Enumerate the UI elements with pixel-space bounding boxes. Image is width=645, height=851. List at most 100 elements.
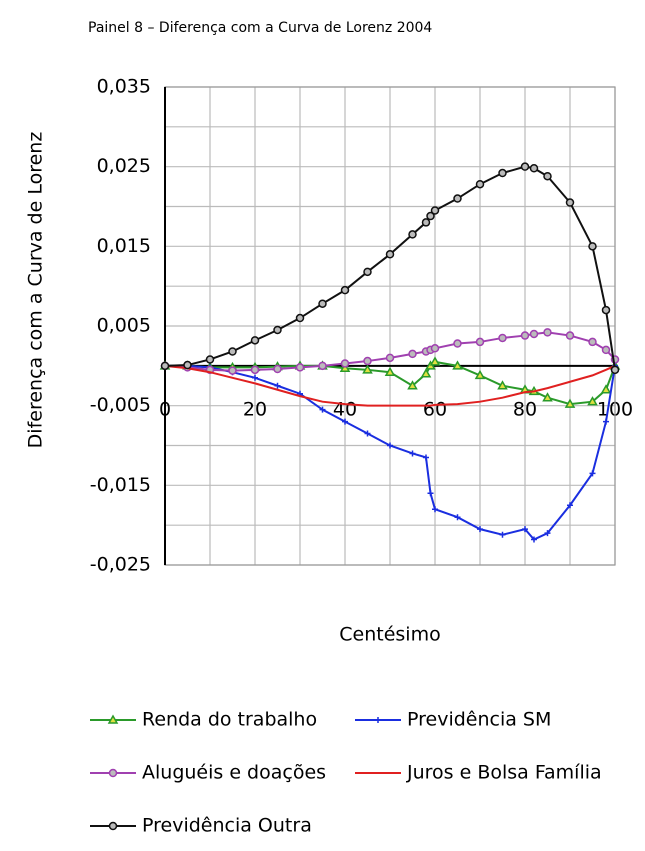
y-tick-label: 0,025 <box>97 155 151 177</box>
y-tick-label: -0,015 <box>90 474 151 496</box>
marker <box>273 325 282 335</box>
marker <box>408 349 417 359</box>
marker <box>453 194 462 203</box>
marker <box>520 162 530 171</box>
x-tick-label: 80 <box>513 398 537 420</box>
marker <box>529 164 539 173</box>
marker <box>542 392 553 402</box>
marker <box>384 366 396 376</box>
marker <box>363 267 372 277</box>
marker <box>340 285 350 295</box>
marker <box>601 345 611 355</box>
marker <box>107 714 119 724</box>
marker <box>531 536 537 543</box>
marker <box>454 514 461 521</box>
marker <box>529 329 539 339</box>
marker <box>250 336 260 345</box>
marker <box>453 339 462 348</box>
legend-label: Previdência Outra <box>142 815 312 837</box>
marker <box>565 198 575 207</box>
marker <box>520 331 530 340</box>
marker <box>587 396 598 406</box>
marker <box>543 328 552 337</box>
marker <box>250 365 260 375</box>
marker <box>567 502 573 509</box>
legend-label: Renda do trabalho <box>142 709 317 731</box>
marker <box>498 168 507 178</box>
legend-label: Aluguéis e doações <box>142 762 326 784</box>
y-tick-label: 0,005 <box>97 315 151 337</box>
y-axis-label: Diferença com a Curva de Lorenz <box>25 132 47 449</box>
marker <box>228 366 237 375</box>
marker <box>295 313 305 323</box>
marker <box>318 299 327 308</box>
marker <box>423 454 429 461</box>
marker <box>363 356 372 366</box>
marker <box>387 442 393 449</box>
marker <box>252 374 258 381</box>
marker <box>475 179 485 189</box>
marker <box>108 768 118 778</box>
marker <box>474 369 486 380</box>
marker <box>429 356 441 366</box>
marker <box>544 530 551 537</box>
marker <box>319 406 326 413</box>
marker <box>430 206 440 215</box>
y-tick-label: 0,035 <box>97 76 151 98</box>
x-axis-label: Centésimo <box>339 624 440 646</box>
marker <box>385 250 395 259</box>
series-line <box>164 364 616 407</box>
marker <box>588 337 597 347</box>
marker <box>589 470 596 477</box>
marker <box>408 230 417 239</box>
chart-title: Painel 8 – Diferença com a Curva de Lore… <box>88 20 432 36</box>
marker <box>475 337 485 347</box>
marker <box>477 526 483 533</box>
x-tick-label: 20 <box>243 398 267 420</box>
marker <box>564 398 576 408</box>
marker <box>340 359 350 368</box>
marker <box>600 384 612 394</box>
marker <box>499 531 506 538</box>
marker <box>420 368 432 378</box>
marker <box>108 821 118 831</box>
marker <box>407 380 418 390</box>
marker <box>497 380 508 390</box>
y-tick-label: -0,005 <box>90 394 151 416</box>
marker <box>409 450 416 457</box>
marker <box>385 353 395 363</box>
marker <box>588 242 597 251</box>
marker <box>318 361 327 371</box>
marker <box>339 362 351 372</box>
marker <box>430 344 440 353</box>
marker <box>342 418 348 425</box>
legend-label: Juros e Bolsa Família <box>406 762 602 784</box>
marker <box>452 360 463 370</box>
marker <box>601 305 611 315</box>
marker <box>362 364 373 374</box>
marker <box>427 490 434 497</box>
marker <box>375 717 381 723</box>
marker <box>498 333 507 343</box>
marker <box>183 360 192 370</box>
marker <box>273 364 282 374</box>
marker <box>205 355 215 364</box>
marker <box>543 171 552 181</box>
marker <box>565 331 575 340</box>
marker <box>603 418 609 425</box>
y-tick-label: -0,025 <box>90 554 151 576</box>
x-tick-label: 60 <box>423 398 447 420</box>
marker <box>274 382 281 389</box>
legend-label: Previdência SM <box>407 709 551 731</box>
marker <box>364 430 371 437</box>
marker <box>432 506 438 513</box>
marker <box>522 526 528 533</box>
marker <box>421 218 431 227</box>
marker <box>228 347 237 356</box>
marker <box>426 211 435 221</box>
marker <box>160 361 170 371</box>
marker <box>610 365 620 375</box>
marker <box>295 363 305 372</box>
y-tick-label: 0,015 <box>97 235 151 257</box>
